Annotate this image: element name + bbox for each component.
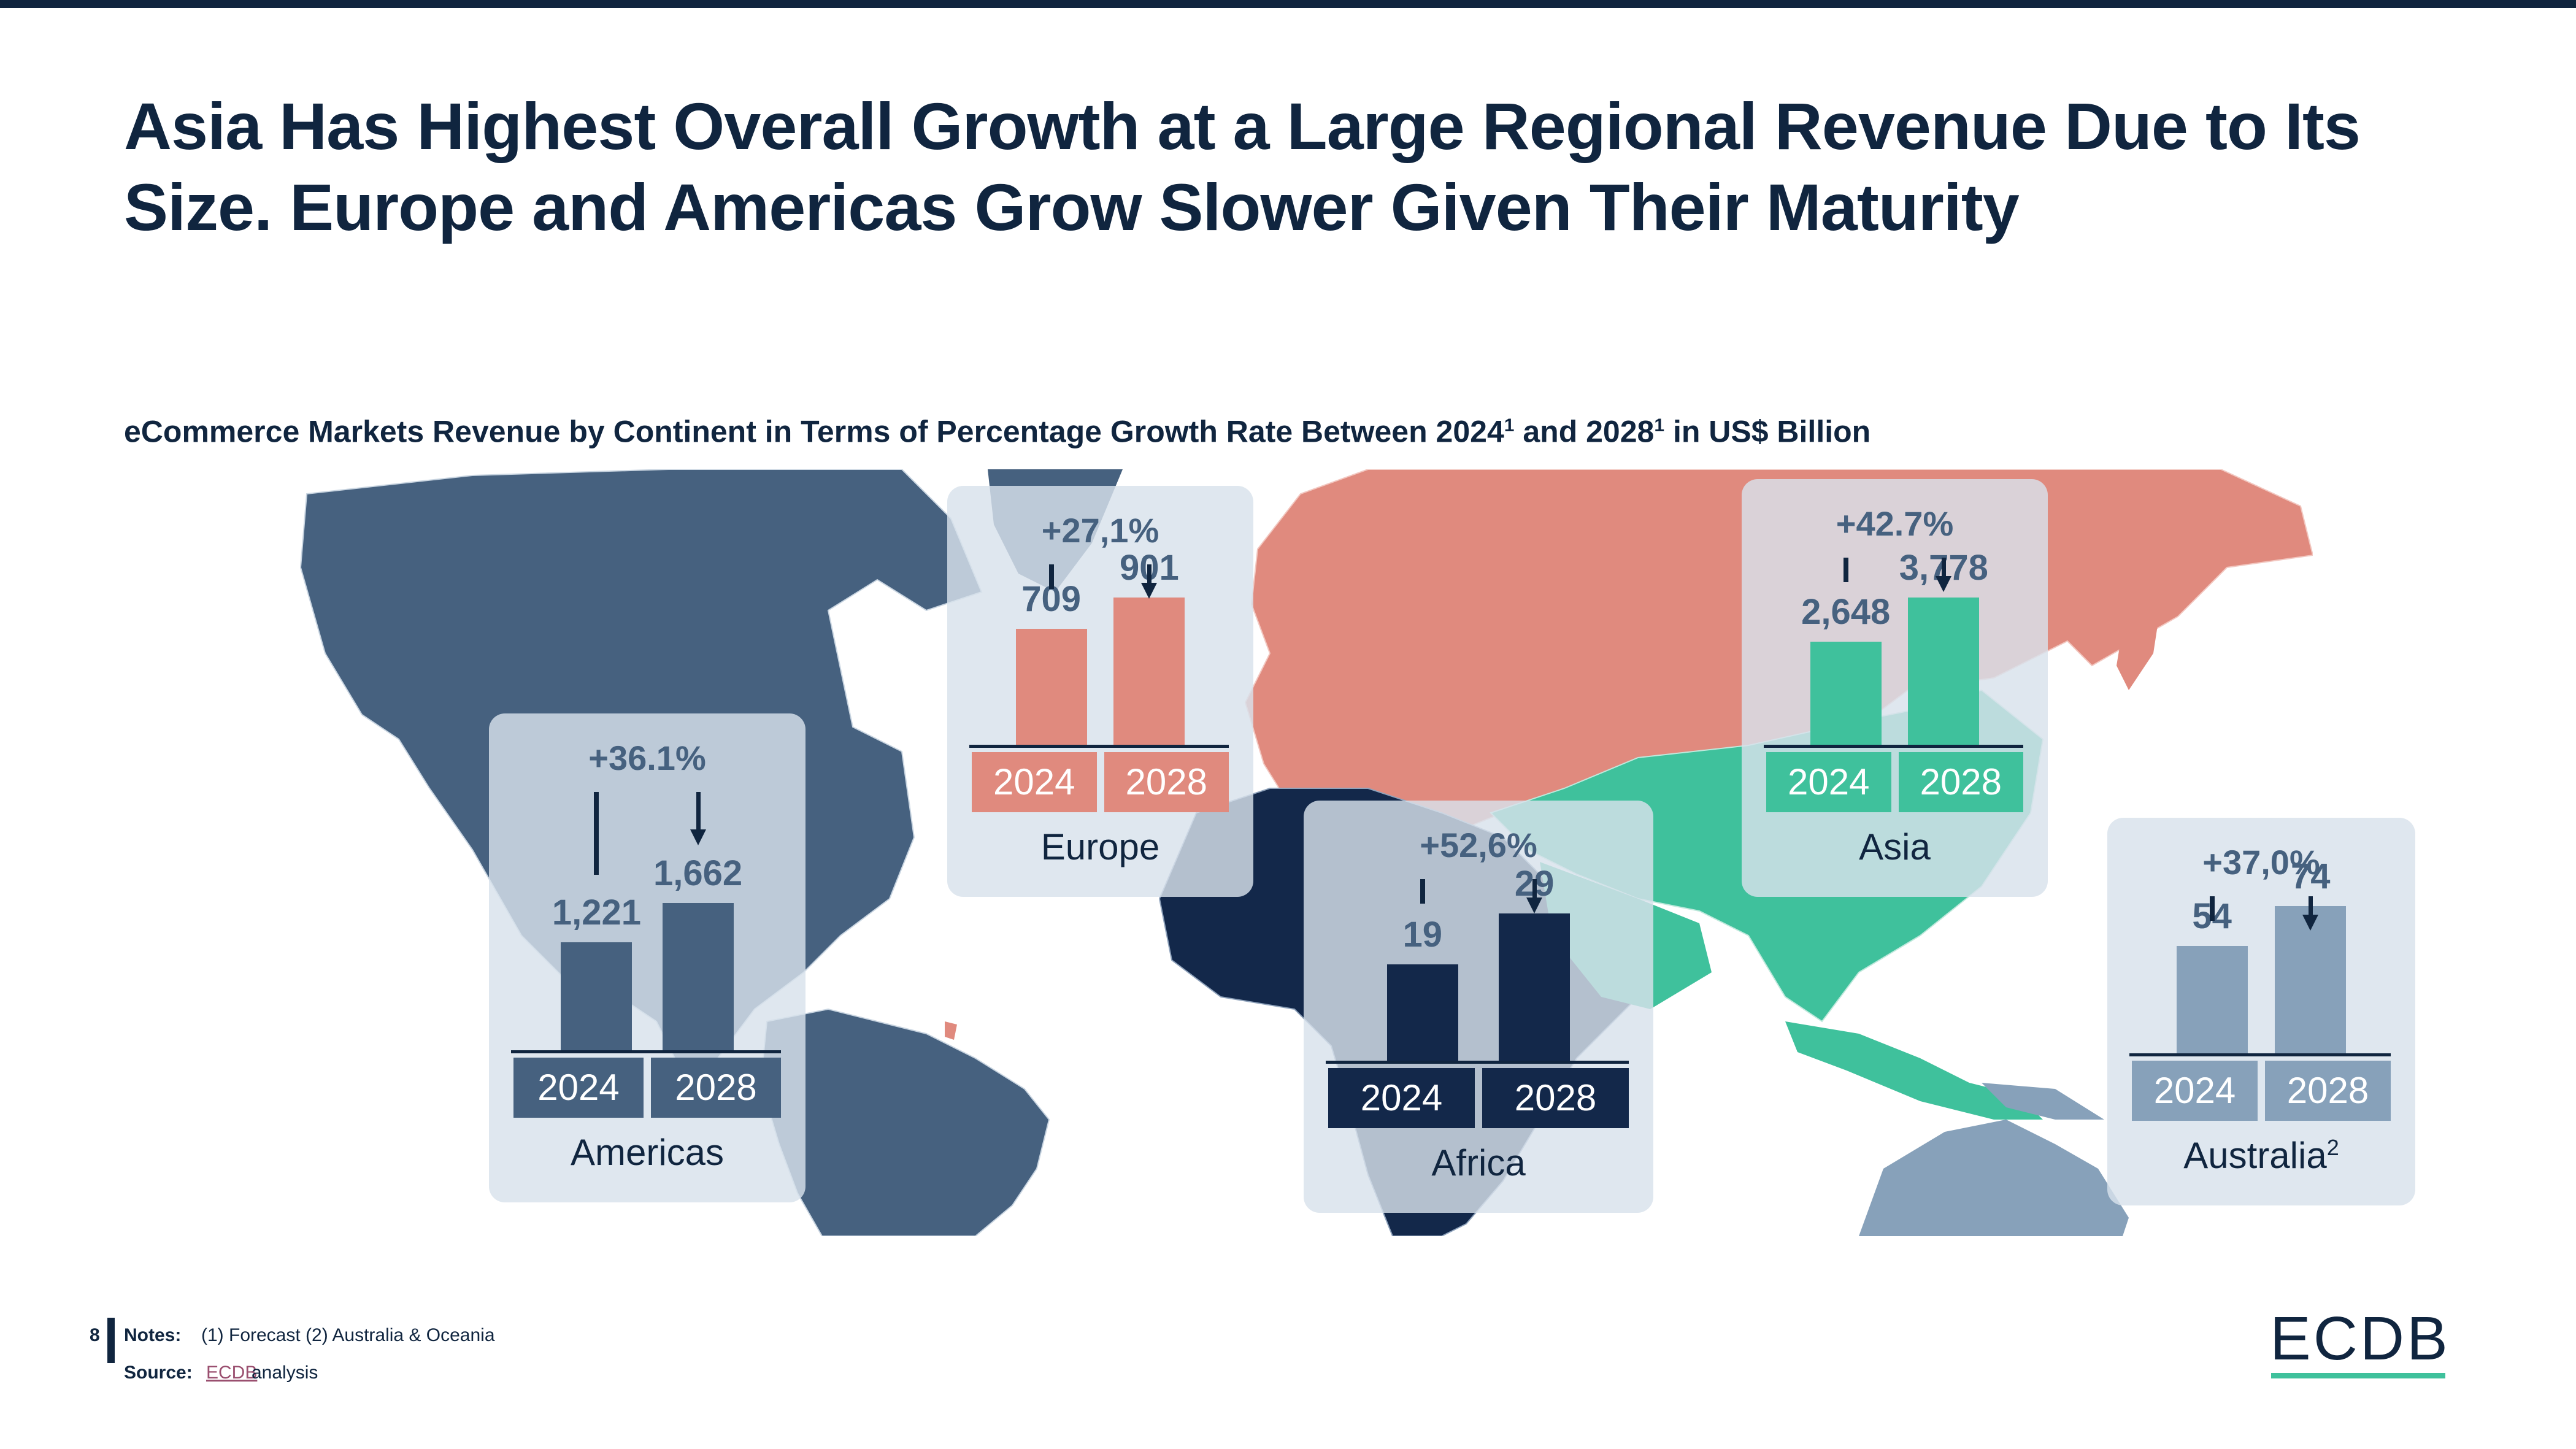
ecdb-logo: ECDB: [2270, 1308, 2448, 1382]
year-label-asia-2024: 2024: [1766, 752, 1891, 812]
region-panel-americas: +36.1% 1,221 2024 1,662 2028 Americas: [489, 713, 805, 1202]
region-name-asia: Asia: [1742, 826, 2048, 868]
year-label-europe-2028: 2028: [1104, 752, 1229, 812]
source-text: analysis: [252, 1363, 318, 1383]
slide-title: Asia Has Highest Overall Growth at a Lar…: [124, 89, 2361, 244]
region-name-text-australia: Australia: [2183, 1135, 2327, 1176]
region-name-europe: Europe: [947, 826, 1253, 868]
logo-text: ECDB: [2270, 1304, 2450, 1373]
baseline-europe: [969, 745, 1229, 748]
bar-americas-2028: [662, 903, 734, 1050]
logo-underline: [2271, 1373, 2445, 1378]
region-panel-asia: +42.7% 2,648 2024 3,778 2028 Asia: [1742, 479, 2048, 897]
region-footnote-australia: 2: [2326, 1135, 2339, 1160]
source-label: Source:: [124, 1363, 193, 1383]
baseline-asia: [1764, 745, 2023, 748]
region-name-americas: Americas: [489, 1131, 805, 1174]
bar-americas-2024: [561, 942, 632, 1050]
region-name-africa: Africa: [1304, 1142, 1653, 1184]
growth-bracket-line-australia: [2209, 896, 2215, 921]
year-label-americas-2024: 2024: [513, 1058, 644, 1118]
growth-label-europe: +27,1%: [1041, 511, 1159, 550]
baseline-americas: [511, 1050, 781, 1053]
map-new-guinea: [1982, 1083, 2104, 1120]
region-name-text-asia: Asia: [1859, 826, 1931, 867]
baseline-africa: [1326, 1061, 1629, 1064]
year-label-americas-2028: 2028: [651, 1058, 781, 1118]
chart-subtitle: eCommerce Markets Revenue by Continent i…: [124, 407, 1870, 450]
arrow-down-icon-africa: [1532, 879, 1537, 897]
bar-europe-2028: [1113, 598, 1185, 745]
year-label-australia-2024: 2024: [2132, 1061, 2258, 1121]
arrow-down-icon-europe: [1147, 564, 1152, 583]
arrow-head-icon-australia: [2302, 915, 2319, 931]
region-name-text-americas: Americas: [570, 1132, 725, 1173]
value-label-americas-2028: 1,662: [653, 853, 743, 893]
year-label-australia-2028: 2028: [2265, 1061, 2391, 1121]
growth-bracket-line-americas: [594, 792, 599, 875]
region-panel-europe: +27,1% 709 2024 901 2028 Europe: [947, 486, 1253, 897]
arrow-down-icon-americas: [696, 792, 701, 829]
subtitle-footnote-1: 1: [1504, 415, 1515, 436]
arrow-head-icon-americas: [690, 829, 706, 845]
arrow-down-icon-australia: [2309, 896, 2313, 915]
growth-bracket-line-europe: [1048, 564, 1054, 589]
bar-asia-2024: [1810, 641, 1882, 745]
arrow-head-icon-europe: [1141, 583, 1158, 599]
year-label-africa-2028: 2028: [1482, 1068, 1629, 1128]
value-label-asia-2024: 2,648: [1801, 591, 1891, 632]
bar-africa-2024: [1386, 964, 1458, 1061]
region-name-text-africa: Africa: [1431, 1142, 1526, 1183]
map-southeast-asia-islands: [1785, 1021, 2043, 1120]
growth-bracket-line-africa: [1420, 879, 1425, 904]
bar-australia-2024: [2176, 945, 2248, 1053]
bar-africa-2028: [1499, 913, 1571, 1061]
region-name-australia: Australia2: [2107, 1134, 2415, 1177]
arrow-down-icon-asia: [1942, 558, 1947, 576]
growth-bracket-line-asia: [1843, 558, 1848, 582]
subtitle-part-2: and 2028: [1514, 414, 1655, 449]
growth-label-americas: +36.1%: [588, 739, 706, 777]
map-kamchatka: [2117, 574, 2166, 690]
region-panel-africa: +52,6% 19 2024 29 2028 Africa: [1304, 801, 1653, 1213]
subtitle-footnote-2: 1: [1654, 415, 1665, 436]
top-accent-bar: [0, 0, 2576, 8]
baseline-australia: [2129, 1053, 2391, 1056]
year-label-europe-2024: 2024: [972, 752, 1097, 812]
bar-australia-2028: [2275, 906, 2347, 1053]
notes-label: Notes:: [124, 1325, 182, 1345]
page-number: 8: [90, 1325, 100, 1345]
map-french-guiana: [945, 1021, 957, 1040]
notes-text: (1) Forecast (2) Australia & Oceania: [201, 1325, 495, 1345]
map-australia: [1859, 1120, 2129, 1236]
year-label-asia-2028: 2028: [1898, 752, 2023, 812]
footer-divider: [107, 1318, 115, 1363]
value-label-africa-2024: 19: [1402, 914, 1443, 955]
bar-europe-2024: [1015, 629, 1087, 745]
growth-label-africa: +52,6%: [1420, 826, 1537, 864]
value-label-americas-2024: 1,221: [552, 892, 642, 932]
arrow-head-icon-asia: [1936, 576, 1952, 592]
growth-label-australia: +37,0%: [2202, 843, 2320, 882]
subtitle-part-3: in US$ Billion: [1664, 414, 1871, 449]
bar-asia-2028: [1908, 598, 1980, 745]
year-label-africa-2024: 2024: [1328, 1068, 1475, 1128]
value-label-australia-2028: 74: [2291, 856, 2331, 896]
region-name-text-europe: Europe: [1040, 826, 1160, 867]
source-link[interactable]: ECDB: [206, 1363, 258, 1383]
growth-label-asia: +42.7%: [1836, 504, 1954, 543]
region-panel-australia: +37,0%542024742028Australia2: [2107, 818, 2415, 1205]
arrow-head-icon-africa: [1526, 897, 1543, 913]
subtitle-part-1: eCommerce Markets Revenue by Continent i…: [124, 414, 1504, 449]
